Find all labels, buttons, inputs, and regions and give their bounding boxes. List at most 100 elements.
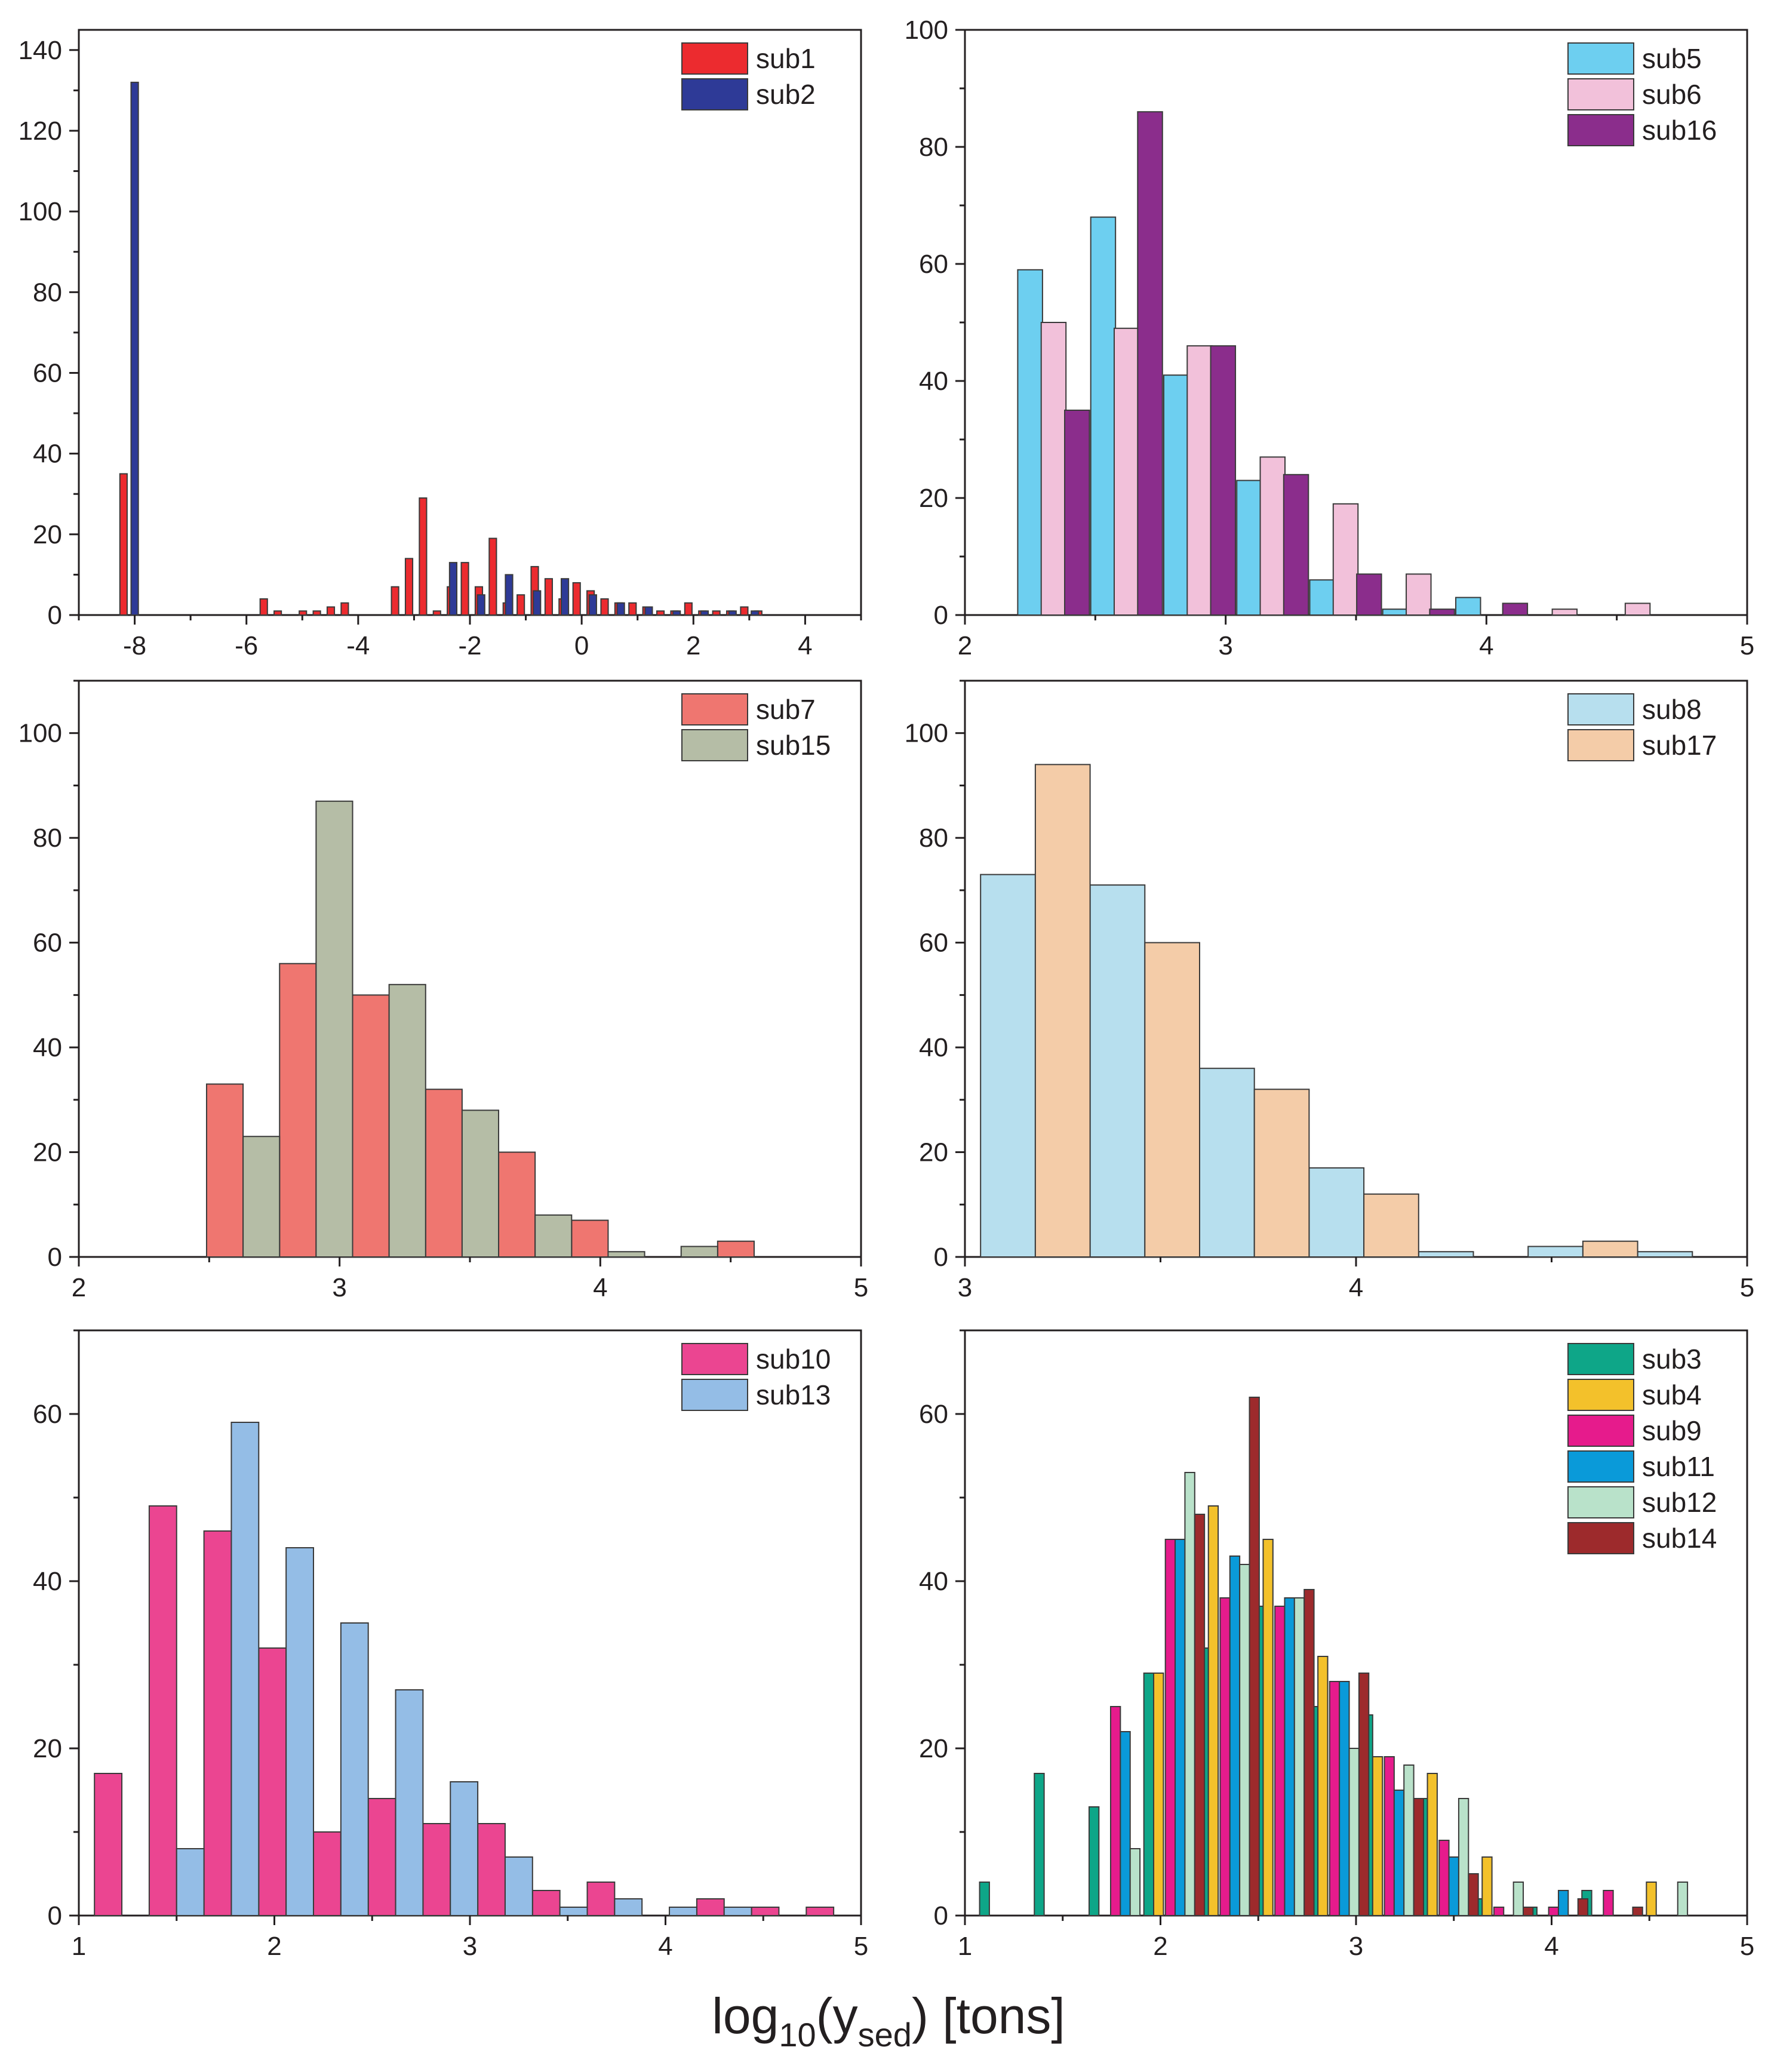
y-tick-label: 60 <box>919 250 948 279</box>
bar-sub1 <box>259 598 268 616</box>
bar-sub10 <box>367 1798 396 1916</box>
bar-sub14 <box>1577 1898 1589 1916</box>
y-tick-label: 100 <box>19 197 62 226</box>
bar-sub10 <box>148 1505 177 1916</box>
x-tick-label: 3 <box>1349 1932 1363 1961</box>
bar-sub8 <box>1418 1251 1474 1258</box>
x-tick-label: 0 <box>574 631 589 660</box>
legend-swatch-sub3 <box>1567 1343 1634 1375</box>
bar-sub9 <box>1164 1539 1176 1916</box>
x-tick-label: 2 <box>72 1273 86 1302</box>
y-tick-label: 0 <box>934 601 948 630</box>
x-axis-label-close: ) [tons] <box>912 1988 1065 2044</box>
bar-sub1 <box>628 602 637 616</box>
bar-sub8 <box>1199 1068 1255 1258</box>
legend-swatch-sub12 <box>1567 1486 1634 1518</box>
bar-sub9 <box>1438 1840 1450 1916</box>
x-tick-label: 1 <box>72 1932 86 1961</box>
bar-sub14 <box>1413 1798 1424 1916</box>
y-tick-label: 20 <box>33 1734 62 1763</box>
bar-sub9 <box>1109 1706 1121 1916</box>
bar-sub4 <box>1372 1756 1384 1916</box>
bar-sub6 <box>1332 503 1359 616</box>
bar-sub12 <box>1348 1748 1360 1916</box>
legend-swatch-sub14 <box>1567 1522 1634 1554</box>
bar-sub1 <box>273 610 282 616</box>
bar-sub15 <box>534 1214 573 1258</box>
legend-swatch-sub5 <box>1567 42 1634 75</box>
bar-sub14 <box>1523 1907 1534 1916</box>
legend-swatch-sub6 <box>1567 78 1634 110</box>
bar-sub12 <box>1184 1472 1195 1916</box>
bar-sub5 <box>1017 269 1043 616</box>
x-tick-label: -2 <box>458 631 481 660</box>
bar-sub2 <box>616 602 625 616</box>
bar-sub4 <box>1153 1673 1164 1916</box>
bar-sub13 <box>723 1907 752 1916</box>
bar-sub6 <box>1113 327 1140 616</box>
legend-swatch-sub9 <box>1567 1415 1634 1447</box>
bar-sub4 <box>1317 1656 1329 1916</box>
bar-sub2 <box>700 610 709 616</box>
legend-swatch-sub11 <box>1567 1450 1634 1483</box>
bar-sub2 <box>728 610 737 616</box>
legend-label-sub2: sub2 <box>756 79 816 110</box>
bar-sub8 <box>1089 884 1146 1258</box>
bar-sub12 <box>1239 1564 1250 1916</box>
x-tick-label: 4 <box>658 1932 672 1961</box>
x-tick-label: 5 <box>854 1273 868 1302</box>
legend-swatch-sub15 <box>681 729 748 761</box>
bar-sub9 <box>1329 1681 1341 1916</box>
y-tick-label: 60 <box>919 1400 948 1429</box>
bar-sub5 <box>1455 597 1481 616</box>
legend-label-sub14: sub14 <box>1642 1523 1717 1554</box>
bar-sub16 <box>1502 602 1529 616</box>
bar-sub12 <box>1458 1798 1469 1916</box>
bar-sub10 <box>586 1882 616 1916</box>
bar-sub1 <box>432 610 441 616</box>
y-tick-label: 100 <box>905 16 948 45</box>
x-tick-label: 1 <box>958 1932 972 1961</box>
bar-sub13 <box>230 1422 260 1916</box>
legend-label-sub4: sub4 <box>1642 1379 1702 1410</box>
bar-sub11 <box>1393 1790 1405 1916</box>
y-tick-label: 20 <box>919 1734 948 1763</box>
bar-sub6 <box>1259 456 1286 616</box>
legend-label-sub16: sub16 <box>1642 115 1717 146</box>
bar-sub7 <box>498 1151 536 1258</box>
bar-sub8 <box>1637 1251 1693 1258</box>
legend-swatch-sub13 <box>681 1379 748 1411</box>
x-tick-label: -4 <box>346 631 370 660</box>
bar-sub3 <box>1034 1773 1045 1916</box>
x-tick-label: 4 <box>593 1273 607 1302</box>
bar-sub10 <box>422 1823 451 1916</box>
bar-sub13 <box>340 1622 369 1916</box>
bar-sub16 <box>1429 608 1455 616</box>
y-tick-label: 80 <box>33 823 62 853</box>
plot-frame <box>78 29 862 616</box>
legend-swatch-sub2 <box>681 78 748 110</box>
bar-sub2 <box>588 594 597 616</box>
y-tick-label: 40 <box>919 1033 948 1062</box>
legend-swatch-sub4 <box>1567 1379 1634 1411</box>
bar-sub7 <box>571 1219 609 1258</box>
y-tick-label: 20 <box>33 1138 62 1167</box>
legend-swatch-sub16 <box>1567 114 1634 146</box>
x-axis-label-log: log <box>712 1988 779 2044</box>
bar-sub15 <box>315 800 353 1258</box>
bar-sub13 <box>450 1781 479 1916</box>
bar-sub5 <box>1163 374 1189 616</box>
bar-sub10 <box>477 1823 506 1916</box>
bar-sub9 <box>1548 1907 1559 1916</box>
y-tick-label: 120 <box>19 116 62 146</box>
bar-sub9 <box>1274 1606 1286 1916</box>
y-tick-label: 60 <box>919 929 948 958</box>
bar-sub1 <box>460 562 469 616</box>
x-tick-label: 5 <box>1740 1273 1754 1302</box>
bar-sub14 <box>1468 1873 1479 1916</box>
legend-swatch-sub1 <box>681 42 748 75</box>
x-tick-label: 5 <box>1740 1932 1754 1961</box>
bar-sub1 <box>391 586 399 616</box>
